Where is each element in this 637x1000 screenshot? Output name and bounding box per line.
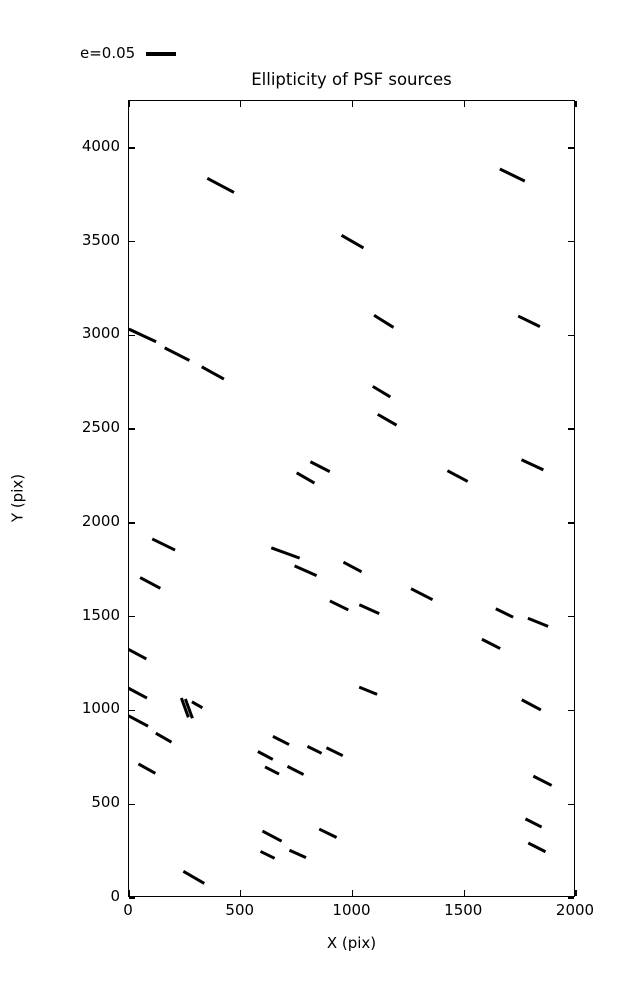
x-tick xyxy=(240,890,242,896)
psf-whisker xyxy=(164,346,191,362)
psf-whisker xyxy=(325,746,344,758)
x-tick-label: 0 xyxy=(123,901,133,919)
psf-whisker xyxy=(182,870,206,885)
psf-whisker xyxy=(257,750,274,761)
x-tick xyxy=(351,890,354,896)
psf-whisker xyxy=(481,637,501,650)
psf-whisker xyxy=(293,564,318,578)
psf-whisker xyxy=(259,850,276,860)
y-tick xyxy=(568,147,574,149)
psf-whisker xyxy=(532,774,553,787)
x-tick-label: 1000 xyxy=(332,901,371,919)
psf-whisker xyxy=(139,576,162,590)
psf-whisker xyxy=(329,599,349,612)
psf-whisker xyxy=(179,697,190,718)
x-tick xyxy=(463,890,465,896)
psf-whisker xyxy=(358,685,378,696)
y-tick xyxy=(568,240,574,243)
y-tick xyxy=(129,147,135,149)
psf-whisker xyxy=(272,735,290,746)
psf-whisker xyxy=(499,167,526,183)
psf-whisker xyxy=(286,765,305,776)
psf-whisker xyxy=(129,686,148,700)
y-tick xyxy=(129,709,135,712)
y-tick xyxy=(129,334,135,337)
x-tick xyxy=(128,890,130,896)
psf-whisker xyxy=(270,546,301,560)
psf-whisker xyxy=(517,314,541,328)
x-tick xyxy=(575,101,577,107)
psf-whisker xyxy=(183,698,194,719)
legend-label: e=0.05 xyxy=(80,44,136,62)
whisker-svg xyxy=(129,167,553,885)
psf-whisker xyxy=(129,714,149,728)
psf-whisker xyxy=(527,841,547,854)
psf-whisker xyxy=(155,731,173,744)
y-tick xyxy=(129,522,135,524)
psf-whisker xyxy=(520,458,544,472)
x-tick-label: 2000 xyxy=(555,901,595,919)
psf-whisker xyxy=(376,413,398,427)
psf-whisker xyxy=(318,827,338,839)
y-tick xyxy=(568,428,574,430)
y-tick xyxy=(568,803,574,805)
legend-reference-line xyxy=(146,51,177,56)
x-tick-label: 500 xyxy=(225,901,255,919)
psf-whisker xyxy=(191,700,204,710)
psf-whisker xyxy=(129,327,157,344)
psf-whisker xyxy=(201,365,225,381)
x-tick xyxy=(575,890,577,896)
psf-whisker xyxy=(521,698,542,712)
psf-whisker xyxy=(340,234,365,250)
x-tick xyxy=(240,101,242,107)
y-tick xyxy=(568,897,574,899)
y-tick xyxy=(568,616,574,618)
psf-whisker xyxy=(151,537,176,552)
psf-whisker xyxy=(264,765,280,776)
psf-whisker xyxy=(137,762,157,775)
psf-whisker xyxy=(524,817,543,829)
psf-whisker xyxy=(288,848,307,859)
y-tick xyxy=(568,522,574,524)
psf-whisker xyxy=(306,745,323,755)
psf-whisker xyxy=(342,560,363,574)
psf-whisker xyxy=(295,471,316,485)
psf-whisker xyxy=(527,616,549,628)
psf-whisker xyxy=(373,313,395,329)
y-tick xyxy=(129,803,135,805)
psf-whisker xyxy=(129,648,148,661)
psf-whisker xyxy=(261,829,283,843)
y-tick xyxy=(568,334,574,337)
ellipticity-scale-legend: e=0.05 xyxy=(80,44,177,62)
psf-whisker xyxy=(371,385,392,399)
x-tick xyxy=(351,101,354,107)
psf-whisker xyxy=(446,469,469,483)
psf-whisker xyxy=(309,460,331,473)
x-tick-label: 1500 xyxy=(444,901,483,919)
y-tick xyxy=(129,897,135,899)
x-tick xyxy=(463,101,465,107)
y-tick xyxy=(568,709,574,712)
y-tick xyxy=(129,616,135,618)
x-axis-label: X (pix) xyxy=(326,934,377,952)
psf-whisker xyxy=(358,603,380,615)
page-title: Ellipticity of PSF sources xyxy=(251,70,452,89)
psf-whisker xyxy=(206,176,235,194)
whisker-layer xyxy=(129,101,574,896)
psf-whisker xyxy=(495,607,514,619)
y-axis-label: Y (pix) xyxy=(8,473,27,523)
y-tick xyxy=(129,428,135,430)
y-tick xyxy=(129,240,135,243)
psf-whisker xyxy=(410,587,434,602)
x-tick xyxy=(128,101,130,107)
plot-axes-frame xyxy=(128,100,577,899)
